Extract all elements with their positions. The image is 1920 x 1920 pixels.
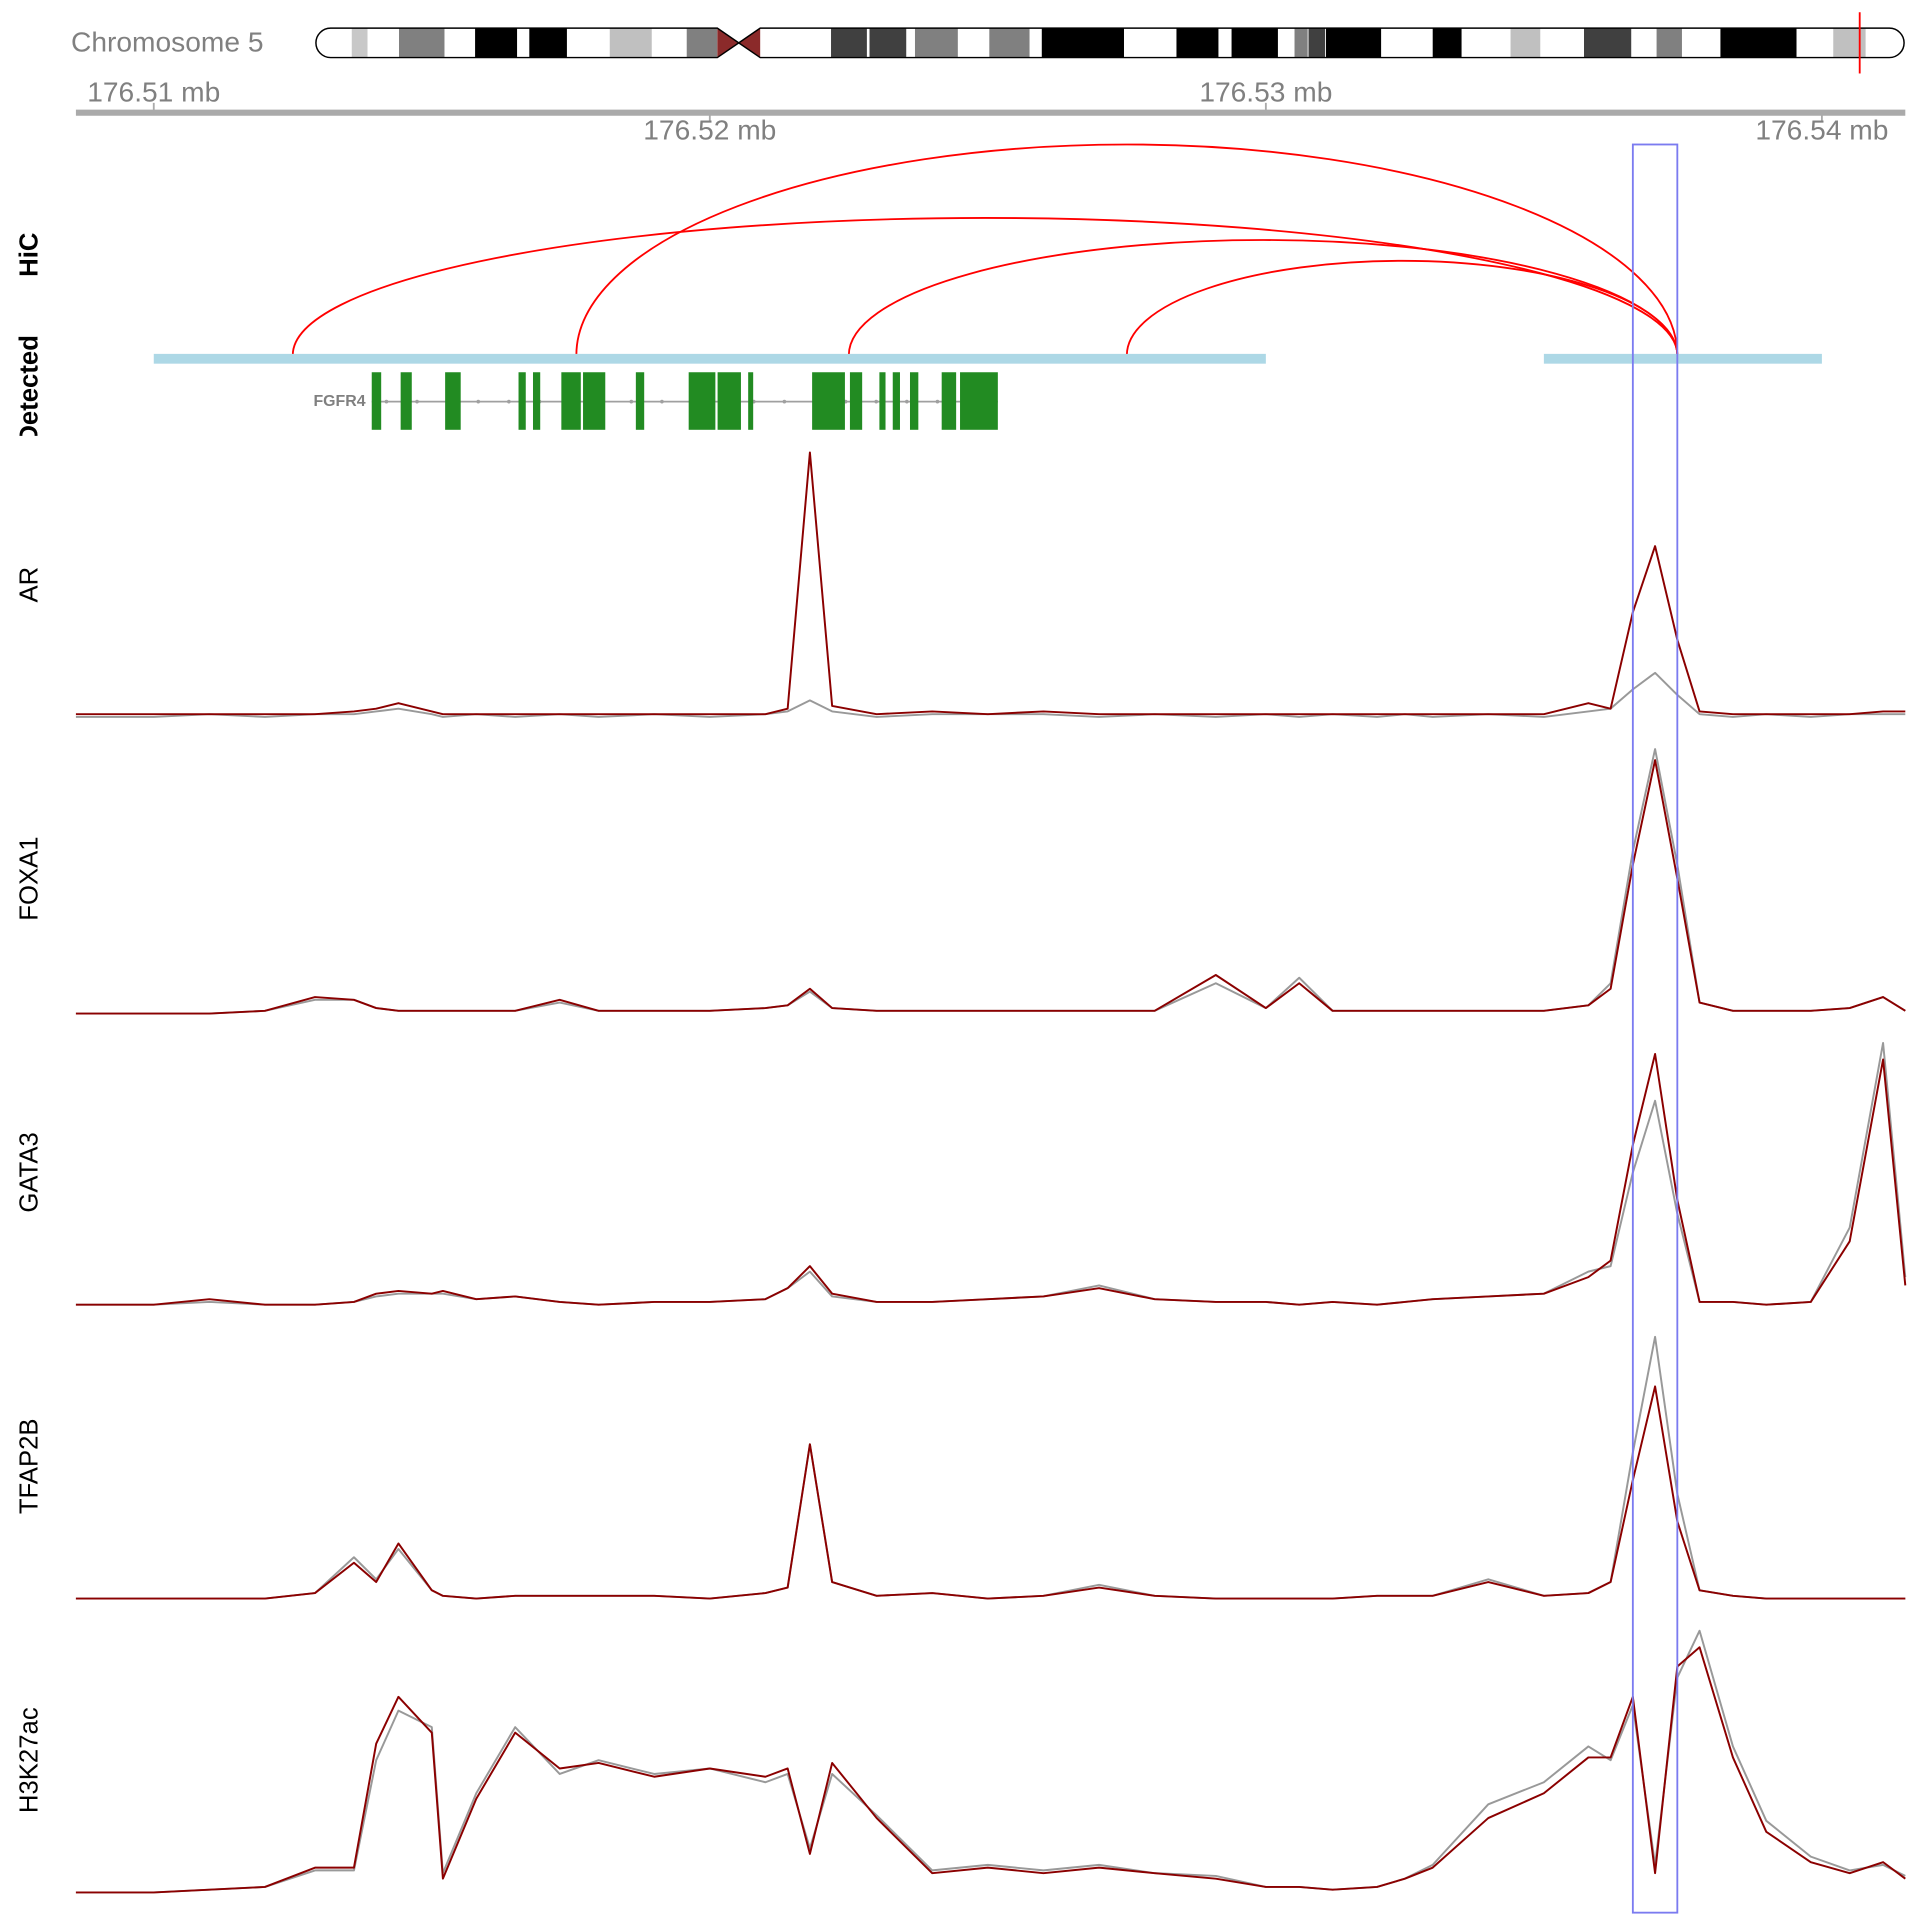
signal-line	[75, 671, 1906, 718]
cytoband	[914, 28, 958, 58]
gene-label: FGFR4	[313, 393, 365, 410]
exon	[879, 372, 886, 430]
exon	[849, 372, 863, 430]
exon	[892, 372, 900, 430]
exon	[717, 372, 741, 430]
cytoband	[1308, 28, 1326, 58]
cytoband	[1294, 28, 1308, 58]
cytoband	[1041, 28, 1124, 58]
cytoband	[398, 28, 445, 58]
cytoband	[1326, 28, 1382, 58]
track-label: FOXA1	[15, 836, 43, 920]
exon	[532, 372, 541, 430]
highlight-box	[1631, 143, 1679, 1914]
track-label: GATA3	[15, 1132, 43, 1212]
ideogram	[315, 28, 1905, 58]
chromosome-label: Chromosome 5	[71, 27, 263, 58]
strand-dot	[384, 399, 389, 404]
cytoband	[869, 28, 907, 58]
signal-line	[75, 1335, 1906, 1600]
strand-dot	[415, 399, 419, 404]
hic-arc	[1125, 259, 1679, 356]
track-label: HiC	[15, 233, 43, 277]
exon	[400, 372, 412, 430]
track-label: H3K27ac	[15, 1707, 43, 1813]
cytoband	[351, 28, 368, 58]
signal-line	[75, 1646, 1906, 1894]
cytoband	[475, 28, 518, 58]
track-label: Detected	[15, 335, 43, 444]
track-label: TFAP2B	[15, 1418, 43, 1514]
exon	[561, 372, 581, 430]
region	[1543, 353, 1822, 364]
exon	[583, 372, 606, 430]
hic-arc	[291, 217, 1679, 356]
exon	[635, 372, 645, 430]
strand-dot	[507, 399, 511, 404]
hic-arc	[847, 239, 1679, 356]
signal-line	[75, 748, 1906, 1015]
cytoband	[1720, 28, 1797, 58]
exon	[371, 372, 382, 430]
exon	[518, 372, 526, 430]
strand-dot	[476, 399, 481, 404]
signal-line	[75, 451, 1906, 716]
strand-dot	[782, 399, 787, 404]
cytoband	[1584, 28, 1632, 58]
strand-dot	[874, 399, 879, 404]
strand-dot	[629, 399, 634, 404]
x-tick-label: 176.51 mb	[87, 77, 220, 108]
strand-dot	[935, 399, 940, 404]
signal-line	[75, 1041, 1907, 1306]
cytoband	[1656, 28, 1682, 58]
strand-dot	[660, 399, 664, 404]
cytoband	[529, 28, 567, 58]
cytoband	[989, 28, 1030, 58]
cytoband	[1432, 28, 1462, 58]
cytoband	[1231, 28, 1278, 58]
x-tick-label: 176.53 mb	[1199, 77, 1332, 108]
hic-arc	[575, 143, 1679, 356]
cytoband	[1510, 28, 1541, 58]
exon	[748, 372, 754, 430]
signal-line	[75, 1629, 1906, 1894]
ideogram-outline	[315, 27, 1905, 59]
exon	[812, 372, 845, 430]
x-tick-label: 176.52 mb	[643, 115, 776, 146]
exon	[688, 372, 716, 430]
x-tick-label: 176.54 mb	[1755, 115, 1888, 146]
signal-line	[75, 1053, 1907, 1306]
exon	[941, 372, 957, 430]
exon	[445, 372, 461, 430]
strand-dot	[904, 399, 909, 404]
track-label: AR	[15, 567, 43, 603]
signal-line	[75, 759, 1906, 1015]
cytoband	[1176, 28, 1219, 58]
cytoband	[831, 28, 867, 58]
region	[153, 353, 1266, 364]
cytoband	[1833, 28, 1866, 58]
signal-line	[75, 1385, 1906, 1600]
cytoband	[686, 28, 718, 58]
cytoband	[609, 28, 652, 58]
exon	[960, 372, 998, 430]
exon	[909, 372, 919, 430]
